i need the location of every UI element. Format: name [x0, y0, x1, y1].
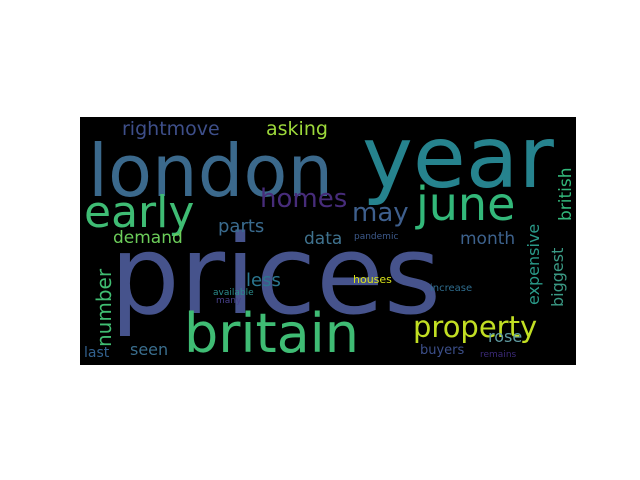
word-rose: rose [488, 327, 523, 346]
word-demand: demand [113, 228, 183, 248]
word-expensive: expensive [524, 223, 543, 305]
word-property: property [413, 310, 538, 344]
word-year: year [362, 117, 554, 208]
word-number: number [92, 268, 116, 347]
word-data: data [304, 229, 343, 249]
word-british: british [556, 167, 576, 221]
word-cloud: prices year london britain june early pr… [80, 117, 576, 365]
word-houses: houses [353, 273, 392, 286]
word-available: available [213, 288, 254, 298]
word-asking: asking [266, 118, 328, 140]
word-increase: increase [430, 283, 473, 294]
word-pandemic: pandemic [354, 232, 399, 242]
word-prices: prices [110, 211, 442, 339]
word-less: less [246, 270, 281, 291]
word-last: last [84, 345, 110, 361]
word-parts: parts [218, 216, 265, 237]
word-homes: homes [260, 184, 348, 214]
word-britain: britain [184, 302, 359, 365]
word-month: month [460, 229, 516, 249]
word-june: june [416, 177, 516, 231]
word-many: many [216, 296, 242, 306]
word-rightmove: rightmove [122, 118, 220, 140]
word-early: early [84, 187, 195, 238]
word-remains: remains [480, 350, 517, 360]
word-buyers: buyers [420, 343, 465, 358]
word-may: may [352, 198, 409, 228]
word-london: london [88, 129, 334, 213]
word-biggest: biggest [548, 247, 567, 307]
word-seen: seen [130, 340, 169, 359]
